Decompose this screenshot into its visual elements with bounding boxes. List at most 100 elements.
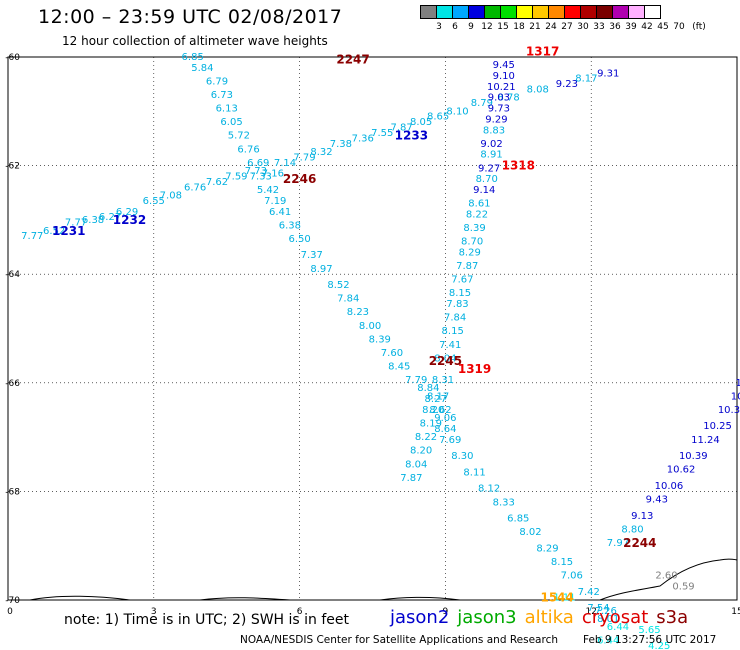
wave-height-59: 6.76 (184, 182, 206, 193)
pass-label-2246: 2246 (283, 172, 316, 186)
legend-item-s3a: s3a (656, 607, 689, 628)
x-tick-label-9: 9 (443, 607, 449, 617)
coastline (29, 558, 738, 601)
wave-height-30: 8.64 (434, 424, 456, 435)
wave-height-45: 6.44 (607, 622, 629, 633)
pass-label-1232: 1232 (113, 213, 146, 227)
wave-height-43: 7.26 (595, 606, 617, 617)
y-tick-label-64: -64 (5, 270, 20, 280)
wave-height-26: 8.84 (417, 383, 439, 394)
x-tick-label-3: 3 (151, 607, 157, 617)
wave-height-58: 7.08 (160, 190, 182, 201)
wave-height-100: 7.84 (444, 313, 466, 324)
wave-height-77: 8.17 (575, 74, 597, 85)
wave-height-94: 8.70 (461, 237, 483, 248)
wave-height-68: 7.55 (371, 128, 393, 139)
pass-label-2245: 2245 (429, 354, 462, 368)
x-tick-label-15: 15 (731, 607, 740, 617)
y-tick-label-70: -70 (5, 596, 20, 606)
wave-height-78: 9.31 (597, 68, 619, 79)
colorbar-label-12: 39 (625, 22, 637, 32)
y-tick-label-62: -62 (5, 162, 20, 172)
wave-height-126: 0.59 (672, 581, 694, 592)
wave-height-42: 7.54 (587, 603, 609, 614)
x-tick-label-6: 6 (297, 607, 303, 617)
wave-height-117: 10.39 (679, 451, 708, 462)
legend-item-jason3: jason3 (457, 607, 517, 628)
wave-height-34: 8.12 (478, 484, 500, 495)
wave-height-109: 8.20 (410, 446, 432, 457)
wave-height-19: 7.84 (337, 294, 359, 305)
wave-height-32: 8.30 (451, 451, 473, 462)
x-tick-label-0: 0 (7, 607, 13, 617)
axis-ticks: 0 3 6 9 12 15 -60 -62 -64 -66 -68 -70 (5, 53, 740, 617)
wave-height-8: 6.69 (247, 158, 269, 169)
wave-height-31: 7.69 (439, 435, 461, 446)
chart-subtitle: 12 hour collection of altimeter wave hei… (62, 34, 328, 48)
wave-height-112: 10 (735, 378, 740, 389)
pass-label-1319: 1319 (458, 362, 491, 376)
colorbar-label-16: (ft) (692, 22, 706, 32)
wave-height-44: 8.01 (597, 614, 619, 625)
colorbar-label-10: 33 (593, 22, 605, 32)
colorbar-label-6: 21 (529, 22, 541, 32)
satellite-legend: jason2 jason3 altika cryosat s3a (390, 607, 696, 628)
wave-height-85: 8.83 (483, 125, 505, 136)
chart-title: 12:00 – 23:59 UTC 02/08/2017 (38, 6, 343, 28)
wave-height-116: 11.24 (691, 435, 720, 446)
wave-height-119: 10.06 (655, 481, 684, 492)
wave-height-41: 7.42 (578, 587, 600, 598)
colorbar-label-5: 18 (513, 22, 525, 32)
wave-height-83: 9.73 (488, 104, 510, 115)
colorbar (420, 5, 661, 19)
wave-height-107: 8.19 (420, 419, 442, 430)
wave-height-11: 5.42 (257, 185, 279, 196)
legend-item-jason2: jason2 (390, 607, 450, 628)
wave-height-81: 10.21 (487, 82, 516, 93)
wave-height-17: 8.97 (310, 264, 332, 275)
colorbar-swatch-14 (644, 5, 661, 19)
wave-height-95: 8.29 (459, 247, 481, 258)
pass-label-2244: 2244 (623, 536, 656, 550)
wave-height-15: 6.50 (288, 234, 310, 245)
wave-height-27: 8.27 (425, 394, 447, 405)
wave-height-84: 9.29 (485, 114, 507, 125)
wave-height-75: 8.08 (527, 85, 549, 96)
wave-height-122: 8.80 (621, 524, 643, 535)
wave-height-93: 8.39 (463, 223, 485, 234)
wave-height-18: 8.52 (327, 280, 349, 291)
wave-height-14: 6.38 (279, 220, 301, 231)
wave-height-51: 7.77 (21, 231, 43, 242)
wave-height-62: 7.73 (245, 166, 267, 177)
wave-height-1: 5.84 (191, 63, 213, 74)
wave-height-74: 8.78 (497, 93, 519, 104)
wave-height-52: 6.52 (43, 226, 65, 237)
pass-label-1233: 1233 (395, 129, 428, 143)
wave-height-87: 8.91 (480, 150, 502, 161)
pass-labels: 2247 2246 2245 2244 1231 1232 1233 1317 1318 1319… (52, 45, 656, 605)
wave-height-12: 7.19 (264, 196, 286, 207)
wave-height-28: 8.62 (429, 405, 451, 416)
plot-frame (7, 56, 738, 601)
wave-height-33: 8.11 (463, 467, 485, 478)
wave-height-16: 7.37 (301, 250, 323, 261)
colorbar-label-13: 42 (641, 22, 653, 32)
legend-item-cryosat: cryosat (581, 607, 649, 628)
wave-height-115: 10.25 (703, 421, 732, 432)
wave-height-22: 8.39 (369, 334, 391, 345)
wave-height-104: 8.31 (432, 375, 454, 386)
wave-height-105: 8.17 (427, 391, 449, 402)
y-tick-label-60: -60 (5, 53, 20, 63)
wave-height-96: 7.87 (456, 261, 478, 272)
wave-height-90: 9.14 (473, 185, 495, 196)
wave-height-99: 7.83 (446, 299, 468, 310)
pass-label-1231: 1231 (52, 224, 85, 238)
wave-height-114: 10.39 (718, 405, 740, 416)
colorbar-label-1: 6 (452, 22, 458, 32)
footer-credit: NOAA/NESDIS Center for Satellite Applica… (240, 634, 558, 646)
wave-height-5: 6.05 (220, 117, 242, 128)
pass-label-1317: 1317 (526, 45, 559, 59)
wave-height-0: 6.85 (182, 52, 204, 63)
wave-height-124: 1.11 (553, 592, 575, 603)
